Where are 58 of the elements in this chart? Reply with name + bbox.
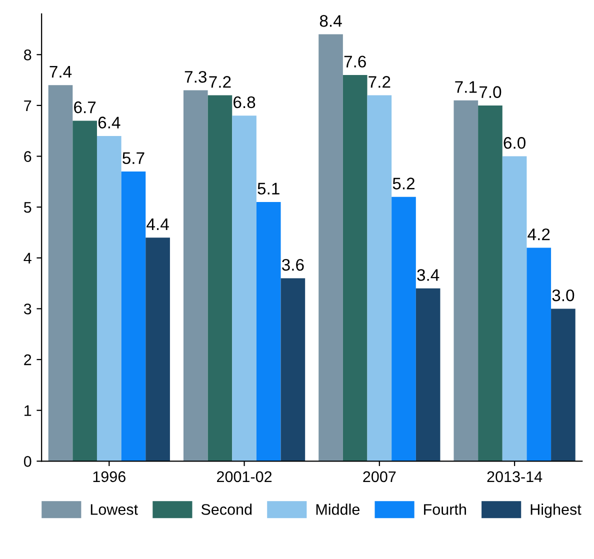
x-tick-label: 2001-02 [217, 471, 272, 482]
bar [551, 308, 576, 462]
y-tick-label: 1 [24, 405, 32, 416]
data-label: 8.4 [320, 15, 342, 27]
bar [454, 100, 478, 462]
data-label: 7.2 [209, 76, 231, 88]
x-tick-label: 1996 [93, 471, 126, 482]
data-label: 6.4 [98, 116, 120, 128]
data-label: 6.8 [234, 96, 256, 108]
data-label: 7.3 [184, 70, 206, 83]
legend-label: Middle [316, 504, 360, 515]
bar [367, 95, 392, 462]
bar [416, 288, 440, 462]
data-label: 7.4 [50, 66, 72, 78]
y-tick-label: 3 [24, 304, 32, 314]
data-label: 6.7 [74, 101, 96, 114]
legend-label: Second [201, 504, 252, 515]
data-label: 4.4 [146, 218, 169, 230]
data-label: 3.6 [282, 258, 304, 271]
legend-label: Fourth [424, 504, 466, 515]
bar [318, 34, 343, 462]
legend-label: Highest [530, 504, 582, 518]
bar [502, 156, 527, 462]
bar [72, 120, 97, 462]
x-tick-label: 2013-14 [487, 471, 542, 482]
data-label: 5.7 [122, 152, 144, 164]
data-label: 3.4 [417, 269, 440, 281]
bar [280, 278, 306, 462]
y-tick-label: 4 [24, 252, 32, 264]
bar [256, 202, 281, 462]
y-tick-label: 2 [24, 354, 32, 366]
bar [96, 136, 122, 462]
bar [232, 116, 256, 462]
data-label: 5.2 [392, 178, 414, 190]
legend-label: Lowest [90, 504, 138, 515]
bar [146, 238, 170, 462]
bar [121, 172, 146, 462]
bar [342, 74, 368, 462]
y-tick-label: 7 [24, 100, 32, 111]
bar [526, 248, 552, 462]
bar [183, 90, 208, 462]
data-label: 7.1 [455, 81, 477, 93]
data-label: 7.2 [368, 76, 390, 88]
data-label: 7.6 [344, 56, 366, 68]
data-label: 5.1 [258, 182, 280, 195]
data-label: 6.0 [504, 137, 526, 149]
y-tick-label: 8 [24, 49, 32, 60]
bar [48, 85, 73, 462]
data-label: 4.2 [528, 228, 550, 240]
bar [392, 196, 416, 462]
x-tick-label: 2007 [363, 471, 396, 482]
bar [208, 95, 232, 462]
y-tick-label: 0 [24, 456, 32, 467]
data-label: 7.0 [480, 86, 502, 98]
y-tick-label: 5 [24, 202, 32, 213]
y-tick-label: 6 [24, 151, 32, 162]
data-label: 3.0 [552, 289, 574, 302]
bar [478, 105, 502, 462]
